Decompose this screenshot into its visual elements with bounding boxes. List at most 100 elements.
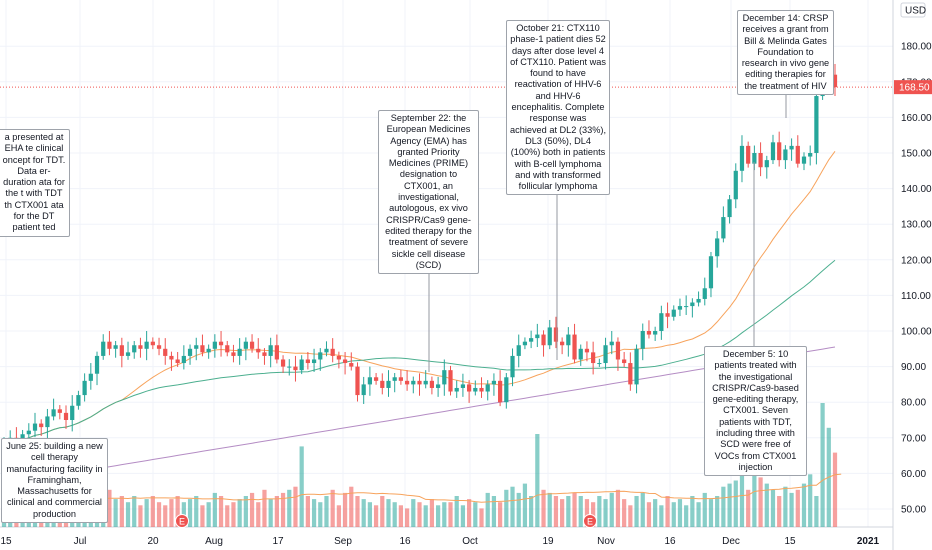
candle-body — [801, 156, 807, 164]
volume-bar — [832, 452, 838, 527]
candle-body — [175, 359, 180, 364]
volume-bar — [646, 502, 652, 527]
volume-bar — [324, 496, 329, 527]
x-tick-label: Sep — [334, 536, 352, 547]
volume-bar — [367, 502, 372, 527]
earnings-marker-label: E — [587, 517, 593, 527]
candle-body — [553, 327, 559, 342]
candle-body — [677, 306, 683, 310]
annotation-eha: a presented at EHA te clinical oncept fo… — [0, 129, 70, 237]
candle-body — [560, 341, 565, 346]
volume-bar — [274, 496, 279, 527]
x-tick-label: Dec — [722, 536, 740, 547]
volume-bar — [535, 434, 540, 527]
annotation-september-22: September 22: the European Medicines Age… — [378, 110, 479, 275]
volume-bar — [398, 505, 404, 527]
candle-body — [311, 359, 317, 364]
y-tick-label: 140.00 — [901, 184, 932, 195]
price-axis[interactable]: 50.00 60.00 70.00 80.00 90.00 100.00 110.00 120… — [894, 2, 932, 516]
candle-body — [510, 355, 515, 378]
volume-bar — [342, 492, 348, 527]
x-tick-label: 20 — [147, 536, 159, 547]
candle-body — [156, 345, 162, 349]
ma-200-line — [3, 346, 836, 485]
volume-bar — [770, 489, 776, 527]
candle-body — [163, 348, 168, 356]
candle-body — [746, 145, 751, 164]
volume-bar — [467, 499, 472, 527]
candle-body — [57, 409, 62, 413]
candle-body — [591, 352, 596, 364]
volume-ma-line — [3, 473, 842, 503]
candle-body — [467, 384, 472, 392]
volume-bar — [702, 492, 707, 527]
candle-body — [640, 331, 645, 349]
volume-bar — [727, 483, 732, 527]
candle-body — [305, 359, 310, 364]
volume-bar — [355, 496, 360, 527]
x-tick-label: 16 — [664, 536, 676, 547]
candle-body — [721, 217, 726, 239]
volume-bar — [739, 471, 745, 527]
candle-body — [206, 348, 211, 353]
y-tick-label: 160.00 — [901, 113, 932, 124]
candle-body — [274, 345, 279, 360]
volume-bar — [454, 496, 459, 527]
volume-bar — [349, 486, 354, 527]
volume-bar — [733, 480, 738, 527]
candle-body — [293, 366, 298, 371]
volume-bar — [584, 499, 590, 527]
last-price-tag — [894, 80, 932, 95]
volume-bar — [423, 505, 428, 527]
candle-body — [541, 334, 546, 346]
volume-bar — [721, 486, 726, 527]
y-tick-label: 100.00 — [901, 327, 932, 338]
volume-bar — [491, 496, 497, 527]
volume-bar — [243, 496, 248, 527]
volume-bar — [547, 492, 552, 527]
volume-bar — [659, 505, 664, 527]
volume-bar — [789, 492, 794, 527]
volume-bar — [442, 502, 447, 527]
candle-body — [187, 348, 193, 356]
volume-bar — [119, 496, 124, 527]
volume-bar — [665, 496, 670, 527]
volume-bar — [218, 496, 224, 527]
volume-bar — [305, 496, 310, 527]
candle-body — [603, 345, 608, 364]
volume-bar — [287, 489, 292, 527]
candle-body — [634, 348, 639, 385]
candle-body — [380, 380, 385, 388]
volume-bar — [609, 492, 614, 527]
candle-body — [336, 355, 341, 360]
candle-body — [696, 298, 701, 303]
volume-bar — [640, 492, 645, 527]
volume-bar — [783, 486, 788, 527]
earnings-marker — [175, 514, 189, 528]
volume-bar — [479, 508, 484, 527]
volume-bar — [553, 496, 559, 527]
candle-body — [578, 348, 583, 360]
candle-body — [547, 327, 552, 346]
candle-body — [342, 359, 348, 364]
volume-bar — [696, 502, 701, 527]
ma-20-line — [3, 151, 836, 442]
volume-bar — [622, 499, 627, 527]
candle-body — [212, 341, 217, 349]
candle-body — [101, 341, 106, 356]
candle-body — [39, 423, 44, 428]
candle-body — [777, 142, 782, 161]
volume-bar — [677, 499, 683, 527]
candle-body — [144, 341, 149, 349]
candle-body — [435, 384, 441, 388]
volume-bar — [460, 505, 466, 527]
volume-bar — [628, 505, 633, 527]
volume-bar — [746, 489, 751, 527]
candle-body — [615, 341, 621, 360]
volume-bar — [299, 446, 304, 527]
time-axis[interactable]: 15 Jul 20 Aug 17 Sep 16 Oct 19 Nov 16 Dec 15 2021 — [0, 536, 879, 547]
candle-body — [733, 170, 738, 200]
candle-body — [659, 313, 664, 331]
volume-bar — [200, 505, 205, 527]
